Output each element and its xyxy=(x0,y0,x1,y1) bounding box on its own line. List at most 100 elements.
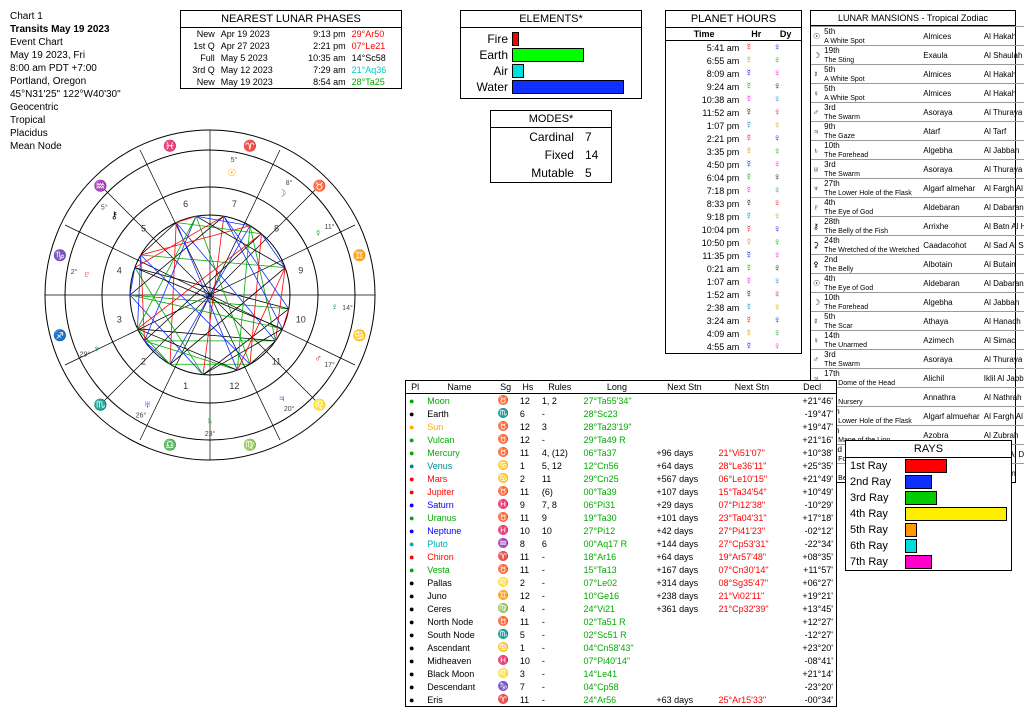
planet-row: ●Pallas♌2-07°Le02+314 days08°Sg35'47"+06… xyxy=(406,576,836,589)
planet-row: ●Juno♊12-10°Ge16+238 days21°Vi02'11"+19°… xyxy=(406,589,836,602)
svg-text:3: 3 xyxy=(117,314,122,324)
chart-date: May 19 2023, Fri xyxy=(10,49,121,62)
svg-text:2°: 2° xyxy=(71,268,78,276)
svg-text:8: 8 xyxy=(274,224,279,234)
lunar-phase-row: NewMay 19 20238:54 am28°Ta25 xyxy=(181,76,401,88)
planet-row: ●Moon♉121, 227°Ta55'34"+21°46' xyxy=(406,394,836,408)
chart-wheel: ♈♉♊♋♌♍♎♏♐♑♒♓ 123456789101112 ☉☽☿♀♂♃♄♅♆♇⚷… xyxy=(40,125,380,465)
svg-text:20°: 20° xyxy=(284,405,295,413)
svg-text:10: 10 xyxy=(296,314,306,324)
mode-row: Mutable5 xyxy=(491,164,611,182)
planet-row: ●Vesta♉11-15°Ta13+167 days07°Cn30'14"+11… xyxy=(406,563,836,576)
svg-text:♄: ♄ xyxy=(206,416,214,427)
mansion-row: ♃17thThe Dome of the HeadAlichilIklil Al… xyxy=(811,369,1024,388)
planet-row: ●Mars♋21129°Cn25+567 days06°Le10'15"+21°… xyxy=(406,472,836,485)
svg-text:♓: ♓ xyxy=(163,139,177,152)
mansion-row: ♆27thThe Lower Hole of the FlaskAlgarf a… xyxy=(811,179,1024,198)
planet-hours-table: TimeHrDy5:41 am☿♀6:55 am☿♀8:09 am☿♀9:24 … xyxy=(666,28,801,353)
planet-row: ●North Node♉11-02°Ta51 R+12°27' xyxy=(406,615,836,628)
planet-hours-panel: PLANET HOURS TimeHrDy5:41 am☿♀6:55 am☿♀8… xyxy=(665,10,802,354)
svg-text:♊: ♊ xyxy=(353,249,367,262)
planet-hour-row: 2:38 am☿♀ xyxy=(666,301,801,314)
planet-hour-row: 11:35 pm☿♀ xyxy=(666,249,801,262)
lunar-phase-row: NewApr 19 20239:13 pm29°Ar50 xyxy=(181,28,401,40)
svg-text:7: 7 xyxy=(232,199,237,209)
mansion-row: ☉4thThe Eye of GodAldebaranAl Dabaran xyxy=(811,274,1024,293)
element-row: Air xyxy=(463,64,639,78)
planet-hours-title: PLANET HOURS xyxy=(666,11,801,28)
mansion-row: ♀14thThe UnarmedAzimechAl Simac xyxy=(811,331,1024,350)
svg-text:♋: ♋ xyxy=(353,329,367,342)
svg-text:♉: ♉ xyxy=(313,179,327,192)
svg-text:♇: ♇ xyxy=(83,269,91,280)
svg-text:29°: 29° xyxy=(80,350,91,358)
planet-hour-row: 10:04 pm☿♀ xyxy=(666,223,801,236)
planet-row: ●Saturn♓97, 806°Pi31+29 days07°Pi12'38"-… xyxy=(406,498,836,511)
mansion-row: ♇4thThe Eye of GodAldebaranAl Dabaran xyxy=(811,198,1024,217)
planet-hour-row: 0:21 am☿♀ xyxy=(666,262,801,275)
planet-hour-row: 8:09 am☿♀ xyxy=(666,67,801,80)
mansion-row: ♃9thThe GazeAtarfAl Tarf xyxy=(811,122,1024,141)
svg-text:☿: ☿ xyxy=(315,229,323,240)
mansion-row: ☿5thThe ScarAthayaAl Hanach xyxy=(811,312,1024,331)
ray-row: 7th Ray xyxy=(846,554,1011,570)
mode-row: Cardinal7 xyxy=(491,128,611,146)
planet-row: ●Sun♉12328°Ta23'19"+19°47' xyxy=(406,420,836,433)
ray-row: 2nd Ray xyxy=(846,474,1011,490)
modes-title: MODES* xyxy=(491,111,611,128)
svg-text:♅: ♅ xyxy=(144,399,152,410)
chart-time: 8:00 am PDT +7:00 xyxy=(10,62,121,75)
mansion-row: ♄5thThe NurseryAnnathraAl Nathrah xyxy=(811,388,1024,407)
planet-row: ●Jupiter♉11(6)00°Ta39+107 days15°Ta34'54… xyxy=(406,485,836,498)
planet-hour-row: 9:18 pm☿♀ xyxy=(666,210,801,223)
rays-panel: RAYS 1st Ray2nd Ray3rd Ray4th Ray5th Ray… xyxy=(845,440,1012,571)
mansion-row: ⚷28thThe Belly of the FishArrixheAl Batn… xyxy=(811,217,1024,236)
planet-row: ●Descendant♑7-04°Cp58-23°20' xyxy=(406,680,836,693)
svg-text:9: 9 xyxy=(298,266,303,276)
elements-panel: ELEMENTS* FireEarthAirWater xyxy=(460,10,642,99)
ray-row: 6th Ray xyxy=(846,538,1011,554)
mansion-row: ♅27thThe Lower Hole of the FlaskAlgarf a… xyxy=(811,407,1024,426)
event-type: Event Chart xyxy=(10,36,121,49)
planet-hour-row: 4:09 am☿♀ xyxy=(666,327,801,340)
svg-text:12: 12 xyxy=(229,381,239,391)
svg-text:♑: ♑ xyxy=(53,249,67,262)
chart-title: Transits May 19 2023 xyxy=(10,23,121,36)
planet-row: ●Neptune♓101027°Pi12+42 days27°Pi41'23"-… xyxy=(406,524,836,537)
planet-hour-row: 3:35 pm☿♀ xyxy=(666,145,801,158)
svg-text:♒: ♒ xyxy=(94,179,108,192)
planet-row: ●Mercury♉114, (12)06°Ta37+96 days21°Vi51… xyxy=(406,446,836,459)
svg-text:4: 4 xyxy=(117,266,122,276)
elements-bars: FireEarthAirWater xyxy=(461,28,641,98)
svg-text:☉: ☉ xyxy=(227,168,236,179)
planet-hour-row: 7:18 pm☿♀ xyxy=(666,184,801,197)
mansion-row: ♅3rdThe SwarmAsorayaAl Thuraya xyxy=(811,160,1024,179)
elements-title: ELEMENTS* xyxy=(461,11,641,28)
mansion-row: ⚴2ndThe BellyAlbotainAl Butain xyxy=(811,255,1024,274)
planet-hour-row: 2:21 pm☿♀ xyxy=(666,132,801,145)
modes-table: Cardinal7Fixed14Mutable5 xyxy=(491,128,611,182)
chart-num: Chart 1 xyxy=(10,10,121,23)
mansions-table: ☉5thA White SpotAlmicesAl Hakah☽19thThe … xyxy=(811,26,1024,482)
chart-coords: 45°N31'25" 122°W40'30" xyxy=(10,88,121,101)
svg-text:5°: 5° xyxy=(231,156,238,164)
planet-hour-row: 8:33 pm☿♀ xyxy=(666,197,801,210)
rays-rows: 1st Ray2nd Ray3rd Ray4th Ray5th Ray6th R… xyxy=(846,458,1011,570)
ray-row: 1st Ray xyxy=(846,458,1011,474)
planet-table-panel: PlNameSgHsRulesLongNext StnNext StnDecl●… xyxy=(405,380,837,707)
planet-hour-row: 1:07 am☿♀ xyxy=(666,275,801,288)
chart-geoc: Geocentric xyxy=(10,101,121,114)
mansion-row: ☽19thThe StingExaulaAl Shaulah xyxy=(811,46,1024,65)
chart-location: Portland, Oregon xyxy=(10,75,121,88)
svg-text:♏: ♏ xyxy=(94,399,108,412)
svg-text:♐: ♐ xyxy=(53,329,67,342)
planet-hour-row: 4:55 am☿♀ xyxy=(666,340,801,353)
mansion-row: ♂3rdThe SwarmAsorayaAl Thuraya xyxy=(811,103,1024,122)
svg-text:14°: 14° xyxy=(342,304,353,312)
planet-hour-row: 9:24 am☿♀ xyxy=(666,80,801,93)
planet-row: ●Ascendant♋1-04°Cn58'43"+23°20' xyxy=(406,641,836,654)
planet-row: ●Chiron♈11-18°Ar16+64 days19°Ar57'48"+08… xyxy=(406,550,836,563)
svg-text:♌: ♌ xyxy=(313,399,327,412)
element-row: Water xyxy=(463,80,639,94)
planet-row: ●Venus♋15, 1212°Cn56+64 days28°Le36'11"+… xyxy=(406,459,836,472)
